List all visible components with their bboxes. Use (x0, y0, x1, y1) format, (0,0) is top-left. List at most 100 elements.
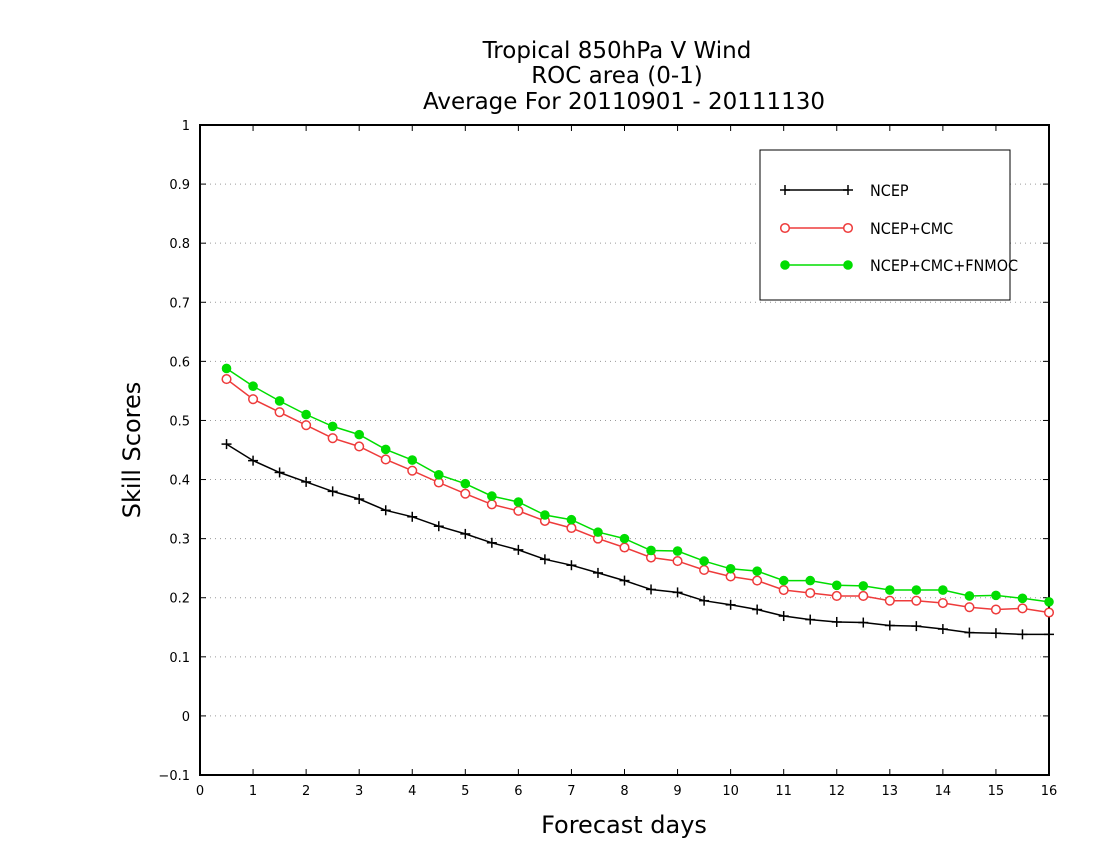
series-line-ncep-cmc-fnmoc (226, 367, 1050, 603)
data-point-ncep-cmc (990, 604, 1001, 615)
data-point-ncep-cmc-fnmoc (725, 563, 736, 574)
data-point-ncep-cmc-fnmoc (911, 585, 922, 595)
data-point-ncep (911, 621, 922, 632)
data-point-ncep (248, 455, 259, 466)
x-tick-label: 13 (882, 784, 899, 799)
chart-title-line-3: Average For 20110901 - 20111130 (423, 89, 825, 115)
data-point-ncep-cmc (619, 542, 630, 553)
y-tick-label: 0.3 (169, 533, 190, 548)
y-tick-label: 0.8 (169, 237, 190, 252)
data-point-ncep (752, 604, 763, 615)
legend-item-ncep: NCEP (780, 181, 909, 200)
data-point-ncep-cmc (858, 590, 869, 602)
data-point-ncep (778, 611, 789, 622)
data-point-ncep-cmc (354, 441, 365, 452)
data-point-ncep-cmc-fnmoc (964, 591, 975, 601)
data-point-ncep-cmc (884, 595, 895, 606)
legend-label: NCEP+CMC (870, 219, 953, 238)
data-point-ncep-cmc-fnmoc (354, 429, 364, 440)
x-tick-label: 0 (196, 784, 204, 799)
data-point-ncep-cmc (566, 522, 577, 534)
x-tick-label: 1 (249, 784, 257, 799)
legend-box (759, 149, 1011, 301)
data-point-ncep (433, 521, 444, 532)
data-point-ncep (486, 537, 497, 548)
legend-label: NCEP (870, 181, 909, 200)
data-point-ncep-cmc-fnmoc (991, 590, 1001, 601)
data-point-ncep (407, 511, 418, 522)
legend-label: NCEP+CMC+FNMOC (870, 256, 1018, 275)
data-point-ncep-cmc (486, 499, 497, 510)
data-point-ncep-cmc-fnmoc (938, 585, 948, 595)
data-point-ncep-cmc (380, 454, 391, 465)
data-point-ncep-cmc-fnmoc (619, 533, 630, 544)
data-point-ncep (380, 505, 391, 516)
data-point-ncep (646, 584, 657, 595)
data-point-ncep-cmc (248, 394, 259, 405)
data-point-ncep-cmc (301, 420, 312, 431)
data-point-ncep-cmc-fnmoc (380, 444, 391, 455)
x-tick-label: 9 (673, 784, 681, 799)
legend-marker (780, 260, 790, 270)
legend-item-ncep-cmc-fnmoc: NCEP+CMC+FNMOC (780, 256, 1018, 275)
data-point-ncep-cmc-fnmoc (407, 455, 418, 465)
y-tick-label: −0.1 (158, 769, 190, 784)
data-point-ncep (327, 486, 338, 497)
data-point-ncep-cmc (752, 575, 763, 586)
data-point-ncep-cmc-fnmoc (672, 546, 683, 556)
data-point-ncep-cmc-fnmoc (221, 363, 232, 374)
y-tick-label: 0.4 (169, 474, 190, 489)
data-point-ncep-cmc-fnmoc (248, 381, 258, 391)
chart-title-line-1: Tropical 850hPa V Wind (482, 38, 752, 64)
plot-frame (199, 124, 1050, 776)
series-line-ncep (226, 443, 1049, 636)
y-tick-label: 0.2 (169, 592, 190, 607)
data-point-ncep-cmc-fnmoc (1017, 593, 1028, 604)
x-tick-label: 14 (935, 784, 952, 799)
data-point-ncep-cmc (327, 433, 338, 444)
y-tick-label: 0.7 (169, 296, 190, 311)
data-point-ncep-cmc (778, 584, 789, 596)
legend-marker (842, 222, 854, 234)
data-point-ncep (858, 617, 869, 628)
legend-marker (843, 185, 853, 195)
y-tick-label: 0.6 (169, 355, 190, 370)
data-point-ncep (513, 544, 524, 555)
legend-marker (843, 260, 853, 270)
legend-item-ncep-cmc: NCEP+CMC (779, 219, 953, 238)
series-ncep (221, 439, 1054, 640)
data-point-ncep-cmc-fnmoc (274, 396, 285, 406)
chart-title-line-2: ROC area (0-1) (531, 63, 703, 89)
data-point-ncep-cmc (699, 564, 710, 576)
data-point-ncep-cmc (274, 407, 285, 418)
y-tick-label: 0.1 (169, 651, 190, 666)
data-point-ncep (725, 599, 736, 610)
x-tick-label: 12 (828, 784, 845, 799)
data-point-ncep (221, 439, 232, 450)
x-axis-label: Forecast days (541, 811, 707, 839)
data-point-ncep-cmc (1017, 603, 1028, 614)
x-tick-label: 2 (302, 784, 310, 799)
data-point-ncep-cmc (407, 465, 418, 476)
data-point-ncep-cmc (460, 488, 471, 499)
data-point-ncep-cmc-fnmoc (301, 409, 311, 420)
data-point-ncep-cmc (805, 587, 816, 599)
x-tick-label: 10 (722, 784, 739, 799)
y-axis-label: Skill Scores (118, 382, 146, 519)
data-point-ncep-cmc-fnmoc (805, 575, 816, 586)
data-point-ncep (1044, 629, 1054, 640)
data-point-ncep-cmc-fnmoc (858, 581, 869, 591)
x-tick-label: 3 (355, 784, 363, 799)
data-point-ncep-cmc (1043, 607, 1055, 618)
data-point-ncep-cmc-fnmoc (699, 556, 709, 566)
data-point-ncep-cmc (911, 595, 922, 606)
data-point-ncep-cmc-fnmoc (566, 514, 577, 525)
x-tick-label: 5 (461, 784, 469, 799)
data-point-ncep (566, 560, 577, 571)
legend-marker (779, 222, 791, 234)
data-point-ncep-cmc-fnmoc (460, 478, 471, 489)
data-point-ncep (592, 567, 603, 578)
x-tick-label: 11 (775, 784, 792, 799)
data-point-ncep (460, 528, 471, 539)
y-tick-label: 0.5 (169, 414, 190, 429)
